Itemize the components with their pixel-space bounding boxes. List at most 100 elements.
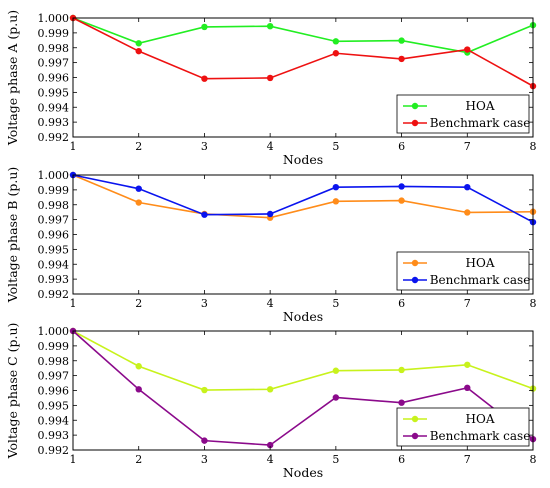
x-tick-label: 3: [201, 297, 208, 310]
x-axis-label: Nodes: [283, 309, 323, 324]
legend-box: [396, 251, 530, 291]
y-tick-label: 0.998: [38, 42, 70, 55]
x-tick-label: 6: [398, 453, 405, 466]
legend-label: HOA: [466, 256, 495, 270]
y-tick-label: 0.992: [38, 444, 70, 457]
data-point: [464, 384, 471, 392]
x-tick-label: 4: [267, 297, 274, 310]
data-point: [201, 386, 208, 394]
y-axis-label: Voltage phase B (p.u): [5, 167, 20, 303]
data-point: [266, 22, 274, 30]
legend-label: HOA: [466, 99, 495, 113]
data-point: [135, 386, 142, 393]
series-line-hoa: [72, 17, 534, 54]
y-axis-label: Voltage phase A (p.u): [5, 10, 20, 146]
x-tick-label: 7: [464, 453, 471, 466]
y-tick-label: 0.997: [38, 370, 70, 383]
y-tick-label: 0.993: [38, 273, 70, 286]
data-point: [398, 197, 405, 204]
legend-label: Benchmark case: [430, 116, 531, 130]
y-tick-label: 0.994: [38, 101, 70, 114]
y-tick-label: 0.996: [38, 229, 70, 242]
y-tick-label: 0.998: [38, 355, 70, 368]
data-point: [266, 386, 274, 393]
data-point: [135, 199, 142, 206]
legend-swatch-marker: [411, 415, 419, 423]
data-point: [398, 183, 405, 190]
y-tick-label: 0.994: [38, 258, 70, 271]
y-tick-label: 0.995: [38, 399, 70, 412]
y-tick-label: 0.996: [38, 72, 70, 85]
legend-box: [396, 94, 530, 134]
y-tick-label: 0.997: [38, 214, 70, 227]
data-point: [332, 183, 340, 191]
x-tick-label: 1: [70, 453, 77, 466]
data-point: [135, 47, 142, 55]
y-tick-label: 0.992: [38, 131, 70, 144]
legend-swatch-marker: [411, 119, 419, 127]
x-tick-label: 4: [267, 453, 274, 466]
data-point: [135, 363, 142, 370]
data-point: [464, 46, 471, 53]
y-tick-label: 0.993: [38, 116, 70, 129]
series-line-hoa: [72, 330, 534, 391]
data-point: [332, 367, 340, 374]
x-tick-label: 5: [332, 453, 339, 466]
series-line-hoa: [72, 174, 534, 219]
y-tick-label: 1.000: [38, 12, 70, 25]
legend-swatch-marker: [411, 259, 419, 267]
data-point: [201, 211, 208, 218]
x-tick-label: 3: [201, 453, 208, 466]
data-point: [201, 437, 208, 444]
x-tick-label: 3: [201, 140, 208, 153]
legend-label: Benchmark case: [430, 273, 531, 287]
y-tick-label: 0.999: [38, 27, 70, 40]
y-tick-label: 0.999: [38, 184, 70, 197]
legend: HOA Benchmark case: [396, 407, 531, 447]
data-point: [398, 399, 405, 406]
data-point: [398, 37, 405, 44]
x-tick-label: 1: [70, 140, 77, 153]
y-tick-label: 0.993: [38, 429, 70, 442]
x-axis-label: Nodes: [283, 152, 323, 167]
x-tick-label: 6: [398, 297, 405, 310]
data-point: [201, 75, 208, 82]
legend-box: [396, 407, 530, 447]
x-tick-label: 6: [398, 140, 405, 153]
x-tick-label: 2: [135, 453, 142, 466]
legend-swatch-marker: [411, 276, 419, 284]
y-axis-label: Voltage phase C (p.u): [5, 323, 20, 460]
data-point: [266, 74, 274, 82]
data-point: [398, 55, 405, 63]
x-tick-label: 2: [135, 140, 142, 153]
y-tick-label: 0.998: [38, 199, 70, 212]
x-tick-label: 5: [332, 140, 339, 153]
y-tick-label: 0.995: [38, 86, 70, 99]
legend: HOA Benchmark case: [396, 94, 531, 134]
y-tick-label: 1.000: [38, 169, 70, 182]
x-tick-label: 8: [530, 297, 537, 310]
series-line-benchmark: [72, 174, 534, 223]
legend: HOA Benchmark case: [396, 251, 531, 291]
y-tick-label: 1.000: [38, 325, 70, 338]
x-tick-label: 8: [530, 453, 537, 466]
data-point: [398, 366, 405, 374]
data-point: [332, 50, 340, 57]
x-tick-label: 4: [267, 140, 274, 153]
data-point: [464, 361, 471, 368]
y-tick-label: 0.995: [38, 243, 70, 256]
data-point: [201, 23, 208, 31]
y-tick-label: 0.992: [38, 288, 70, 301]
data-point: [332, 38, 340, 45]
y-tick-label: 0.996: [38, 385, 70, 398]
data-point: [135, 185, 142, 192]
x-tick-label: 5: [332, 297, 339, 310]
x-tick-label: 8: [530, 140, 537, 153]
x-tick-label: 7: [464, 297, 471, 310]
legend-label: Benchmark case: [430, 429, 531, 443]
x-tick-label: 7: [464, 140, 471, 153]
x-tick-label: 2: [135, 297, 142, 310]
data-point: [266, 441, 274, 449]
